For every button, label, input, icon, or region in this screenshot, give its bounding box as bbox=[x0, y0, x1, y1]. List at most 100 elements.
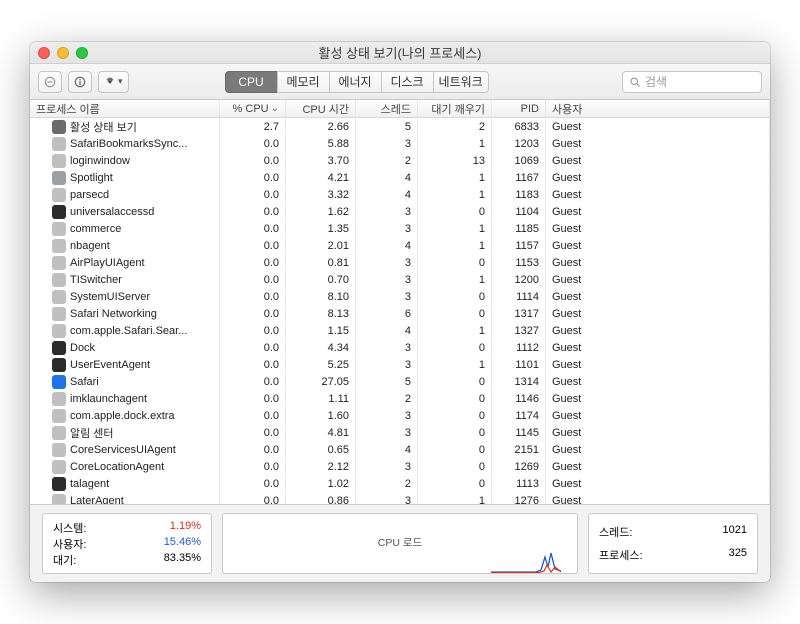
cell-cpu: 0.0 bbox=[220, 136, 286, 152]
options-menu-button[interactable]: ▾ bbox=[98, 71, 129, 93]
cell-user: Guest bbox=[546, 153, 770, 169]
cell-time: 5.88 bbox=[286, 136, 356, 152]
process-name: commerce bbox=[70, 223, 121, 235]
tab-네트워크[interactable]: 네트워크 bbox=[433, 71, 489, 93]
cell-pid: 1167 bbox=[492, 170, 546, 186]
process-name: universalaccessd bbox=[70, 206, 154, 218]
process-icon bbox=[52, 494, 66, 505]
process-name: nbagent bbox=[70, 240, 110, 252]
process-name: SafariBookmarksSync... bbox=[70, 138, 187, 150]
table-row[interactable]: CoreServicesUIAgent0.00.65402151Guest bbox=[30, 441, 770, 458]
cell-time: 0.86 bbox=[286, 493, 356, 505]
stop-process-button[interactable] bbox=[38, 71, 62, 93]
col-name[interactable]: 프로세스 이름 bbox=[30, 100, 220, 117]
process-icon bbox=[52, 460, 66, 474]
table-row[interactable]: commerce0.01.35311185Guest bbox=[30, 220, 770, 237]
table-row[interactable]: LaterAgent0.00.86311276Guest bbox=[30, 492, 770, 504]
table-row[interactable]: Safari0.027.05501314Guest bbox=[30, 373, 770, 390]
table-row[interactable]: nbagent0.02.01411157Guest bbox=[30, 237, 770, 254]
tab-에너지[interactable]: 에너지 bbox=[329, 71, 381, 93]
table-row[interactable]: AirPlayUIAgent0.00.81301153Guest bbox=[30, 254, 770, 271]
process-name: CoreServicesUIAgent bbox=[70, 444, 176, 456]
table-row[interactable]: 활성 상태 보기2.72.66526833Guest bbox=[30, 118, 770, 135]
cell-threads: 2 bbox=[356, 153, 418, 169]
table-row[interactable]: imklaunchagent0.01.11201146Guest bbox=[30, 390, 770, 407]
process-name: CoreLocationAgent bbox=[70, 461, 164, 473]
cell-pid: 1104 bbox=[492, 204, 546, 220]
col-threads[interactable]: 스레드 bbox=[356, 100, 418, 117]
cell-wakeups: 1 bbox=[418, 221, 492, 237]
cell-cpu: 0.0 bbox=[220, 459, 286, 475]
table-row[interactable]: talagent0.01.02201113Guest bbox=[30, 475, 770, 492]
table-row[interactable]: Spotlight0.04.21411167Guest bbox=[30, 169, 770, 186]
cell-cpu: 0.0 bbox=[220, 374, 286, 390]
process-table[interactable]: 활성 상태 보기2.72.66526833Guest SafariBookmark… bbox=[30, 118, 770, 504]
table-row[interactable]: parsecd0.03.32411183Guest bbox=[30, 186, 770, 203]
cell-cpu: 0.0 bbox=[220, 289, 286, 305]
cell-pid: 1101 bbox=[492, 357, 546, 373]
search-placeholder: 검색 bbox=[645, 73, 667, 90]
cell-wakeups: 0 bbox=[418, 306, 492, 322]
table-row[interactable]: 알림 센터0.04.81301145Guest bbox=[30, 424, 770, 441]
cell-pid: 1185 bbox=[492, 221, 546, 237]
cell-time: 4.21 bbox=[286, 170, 356, 186]
tab-메모리[interactable]: 메모리 bbox=[277, 71, 329, 93]
cell-pid: 1157 bbox=[492, 238, 546, 254]
idle-label: 대기: bbox=[53, 552, 76, 568]
col-pid[interactable]: PID bbox=[492, 100, 546, 117]
process-name: LaterAgent bbox=[70, 495, 124, 505]
table-row[interactable]: CoreLocationAgent0.02.12301269Guest bbox=[30, 458, 770, 475]
cell-threads: 4 bbox=[356, 170, 418, 186]
cell-time: 0.65 bbox=[286, 442, 356, 458]
cell-wakeups: 0 bbox=[418, 289, 492, 305]
process-icon bbox=[52, 324, 66, 338]
process-icon bbox=[52, 341, 66, 355]
table-row[interactable]: loginwindow0.03.702131069Guest bbox=[30, 152, 770, 169]
process-name: 활성 상태 보기 bbox=[70, 119, 137, 135]
tab-CPU[interactable]: CPU bbox=[225, 71, 277, 93]
process-icon bbox=[52, 154, 66, 168]
table-row[interactable]: Dock0.04.34301112Guest bbox=[30, 339, 770, 356]
cpu-sparkline bbox=[491, 547, 561, 573]
toolbar: ▾ CPU메모리에너지디스크네트워크 검색 bbox=[30, 64, 770, 100]
col-wakeups[interactable]: 대기 깨우기 bbox=[418, 100, 492, 117]
tab-디스크[interactable]: 디스크 bbox=[381, 71, 433, 93]
cell-pid: 1069 bbox=[492, 153, 546, 169]
table-row[interactable]: TISwitcher0.00.70311200Guest bbox=[30, 271, 770, 288]
cpu-load-graph-panel: CPU 로드 bbox=[222, 513, 578, 574]
process-icon bbox=[52, 443, 66, 457]
cell-wakeups: 0 bbox=[418, 374, 492, 390]
cell-wakeups: 1 bbox=[418, 493, 492, 505]
search-field[interactable]: 검색 bbox=[622, 71, 762, 93]
cell-time: 2.01 bbox=[286, 238, 356, 254]
col-time[interactable]: CPU 시간 bbox=[286, 100, 356, 117]
process-name: com.apple.dock.extra bbox=[70, 410, 175, 422]
process-name: 알림 센터 bbox=[70, 425, 114, 441]
inspect-button[interactable] bbox=[68, 71, 92, 93]
cell-cpu: 0.0 bbox=[220, 255, 286, 271]
process-icon bbox=[52, 120, 66, 134]
table-row[interactable]: com.apple.dock.extra0.01.60301174Guest bbox=[30, 407, 770, 424]
table-row[interactable]: Safari Networking0.08.13601317Guest bbox=[30, 305, 770, 322]
table-row[interactable]: universalaccessd0.01.62301104Guest bbox=[30, 203, 770, 220]
cell-pid: 1153 bbox=[492, 255, 546, 271]
titlebar[interactable]: 활성 상태 보기(나의 프로세스) bbox=[30, 42, 770, 64]
table-row[interactable]: UserEventAgent0.05.25311101Guest bbox=[30, 356, 770, 373]
col-user[interactable]: 사용자 bbox=[546, 100, 770, 117]
cell-threads: 3 bbox=[356, 255, 418, 271]
cell-user: Guest bbox=[546, 204, 770, 220]
cell-pid: 1113 bbox=[492, 476, 546, 492]
table-row[interactable]: SafariBookmarksSync...0.05.88311203Guest bbox=[30, 135, 770, 152]
cell-time: 4.34 bbox=[286, 340, 356, 356]
process-icon bbox=[52, 256, 66, 270]
cell-time: 1.11 bbox=[286, 391, 356, 407]
user-label: 사용자: bbox=[53, 536, 86, 552]
cell-time: 0.70 bbox=[286, 272, 356, 288]
table-row[interactable]: SystemUIServer0.08.10301114Guest bbox=[30, 288, 770, 305]
col-cpu[interactable]: % CPU bbox=[220, 100, 286, 117]
table-row[interactable]: com.apple.Safari.Sear...0.01.15411327Gue… bbox=[30, 322, 770, 339]
cell-wakeups: 0 bbox=[418, 476, 492, 492]
cell-user: Guest bbox=[546, 323, 770, 339]
process-icon bbox=[52, 205, 66, 219]
process-name: loginwindow bbox=[70, 155, 130, 167]
